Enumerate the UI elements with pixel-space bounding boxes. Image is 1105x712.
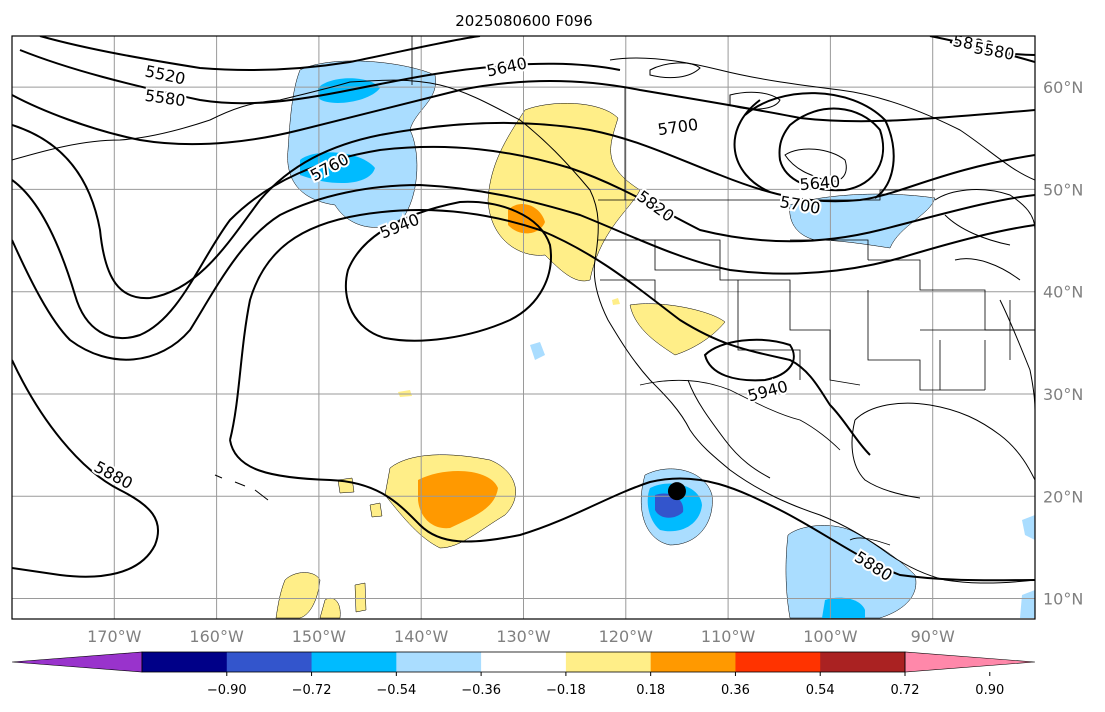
colorbar-tick-label: −0.72 — [292, 683, 332, 698]
colorbar-tick-label: 0.90 — [975, 683, 1004, 698]
contour-value-label: 5880 — [951, 31, 994, 57]
longitude-tick-label: 150°W — [292, 627, 347, 646]
coastlines — [12, 57, 1035, 584]
colorbar-segment — [565, 652, 652, 672]
colorbar-tick-label: −0.18 — [546, 683, 586, 698]
longitude-tick-label: 160°W — [189, 627, 244, 646]
latitude-tick-label: 40°N — [1043, 283, 1083, 302]
colorbar-segment — [735, 652, 821, 672]
latitude-tick-label: 10°N — [1043, 590, 1083, 609]
anomaly-fill-positive — [275, 103, 726, 619]
contour-value-label: 5640 — [799, 172, 841, 194]
colorbar-tick-label: −0.90 — [207, 683, 247, 698]
colorbar-segment — [650, 652, 736, 672]
colorbar-tick-label: −0.54 — [376, 683, 416, 698]
graticule — [12, 36, 1035, 619]
height-contours — [12, 36, 1035, 582]
longitude-tick-label: 140°W — [394, 627, 449, 646]
colorbar-frame — [141, 651, 906, 673]
colorbar-segment — [820, 652, 906, 672]
colorbar-tick-label: −0.36 — [461, 683, 501, 698]
longitude-tick-label: 90°W — [911, 627, 955, 646]
colorbar-segment — [142, 652, 228, 672]
colorbar-tick-labels: −0.90 −0.72 −0.54 −0.36 −0.18 0.18 0.36 0.54 0.7… — [207, 672, 1004, 698]
latitude-tick-label: 50°N — [1043, 180, 1083, 199]
map-panel: 5520558056405700576058205880594056405700… — [12, 31, 1035, 619]
colorbar-tick-label: 0.72 — [891, 683, 920, 698]
colorbar-extend-low — [11, 651, 143, 673]
colorbar-tick-label: 0.18 — [636, 683, 665, 698]
longitude-tick-label: 120°W — [599, 627, 654, 646]
colorbar-extend-high — [904, 651, 1036, 673]
longitude-tick-label: 130°W — [496, 627, 551, 646]
latitude-labels: 10°N 20°N 30°N 40°N 50°N 60°N — [1043, 78, 1083, 608]
latitude-tick-label: 20°N — [1043, 487, 1083, 506]
storm-position-marker — [667, 482, 686, 501]
longitude-tick-label: 170°W — [87, 627, 142, 646]
colorbar-segment — [226, 652, 313, 672]
latitude-tick-label: 30°N — [1043, 385, 1083, 404]
longitude-labels: 170°W 160°W 150°W 140°W 130°W 120°W 110°W 100°W… — [87, 627, 955, 646]
colorbar-segment — [481, 652, 567, 672]
colorbar-tick-label: 0.54 — [806, 683, 835, 698]
colorbar-segment — [311, 652, 397, 672]
colorbar-tick-label: 0.36 — [721, 683, 750, 698]
colorbar-segment — [396, 652, 482, 672]
longitude-tick-label: 100°W — [803, 627, 858, 646]
colorbar — [11, 651, 1036, 673]
latitude-tick-label: 60°N — [1043, 78, 1083, 97]
longitude-tick-label: 110°W — [701, 627, 756, 646]
map-frame — [11, 35, 1036, 620]
figure-title: 2025080600 F096 — [455, 12, 592, 30]
